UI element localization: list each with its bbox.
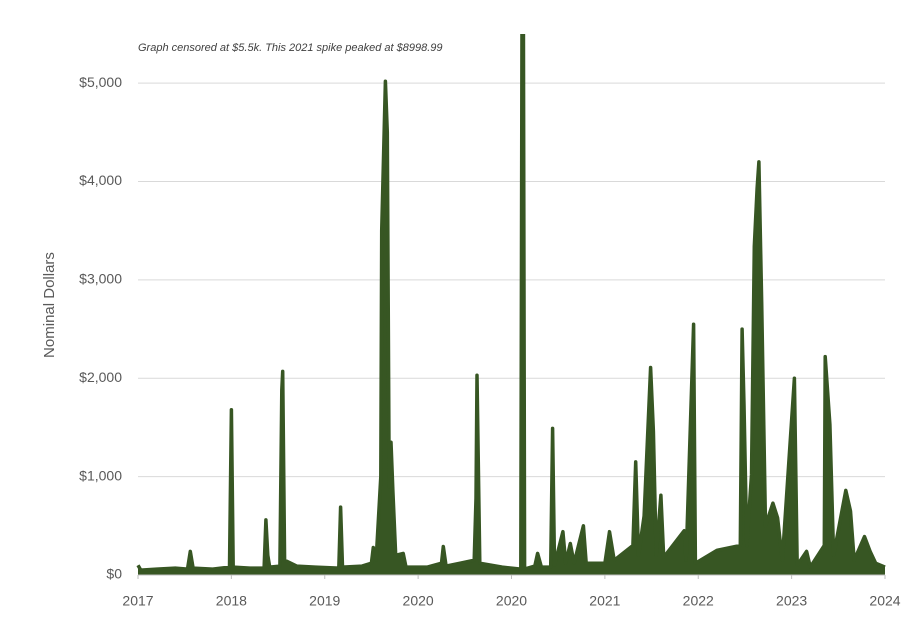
x-tick-label: 2023 — [776, 593, 807, 609]
area — [138, 34, 885, 575]
x-tick-label: 2020 — [403, 593, 434, 609]
x-tick-label: 2024 — [869, 593, 900, 609]
x-tick-label: 2020 — [496, 593, 527, 609]
y-tick-label: $5,000 — [79, 74, 122, 90]
y-tick-label: $1,000 — [79, 467, 122, 483]
plot-area — [136, 34, 886, 575]
y-tick-label: $3,000 — [79, 271, 122, 287]
x-tick-label: 2018 — [216, 593, 247, 609]
y-tick-label: $2,000 — [79, 369, 122, 385]
x-tick-label: 2019 — [309, 593, 340, 609]
y-tick-label: $4,000 — [79, 172, 122, 188]
x-tick-label: 2017 — [122, 593, 153, 609]
line — [136, 34, 886, 572]
x-tick-label: 2021 — [589, 593, 620, 609]
y-tick-label: $0 — [106, 566, 122, 582]
y-axis-label: Nominal Dollars — [41, 252, 58, 358]
x-tick-label: 2022 — [683, 593, 714, 609]
annotation: Graph censored at $5.5k. This 2021 spike… — [138, 42, 443, 54]
